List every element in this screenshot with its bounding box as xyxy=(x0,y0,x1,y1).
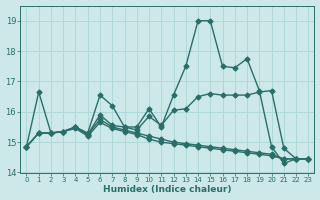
X-axis label: Humidex (Indice chaleur): Humidex (Indice chaleur) xyxy=(103,185,232,194)
